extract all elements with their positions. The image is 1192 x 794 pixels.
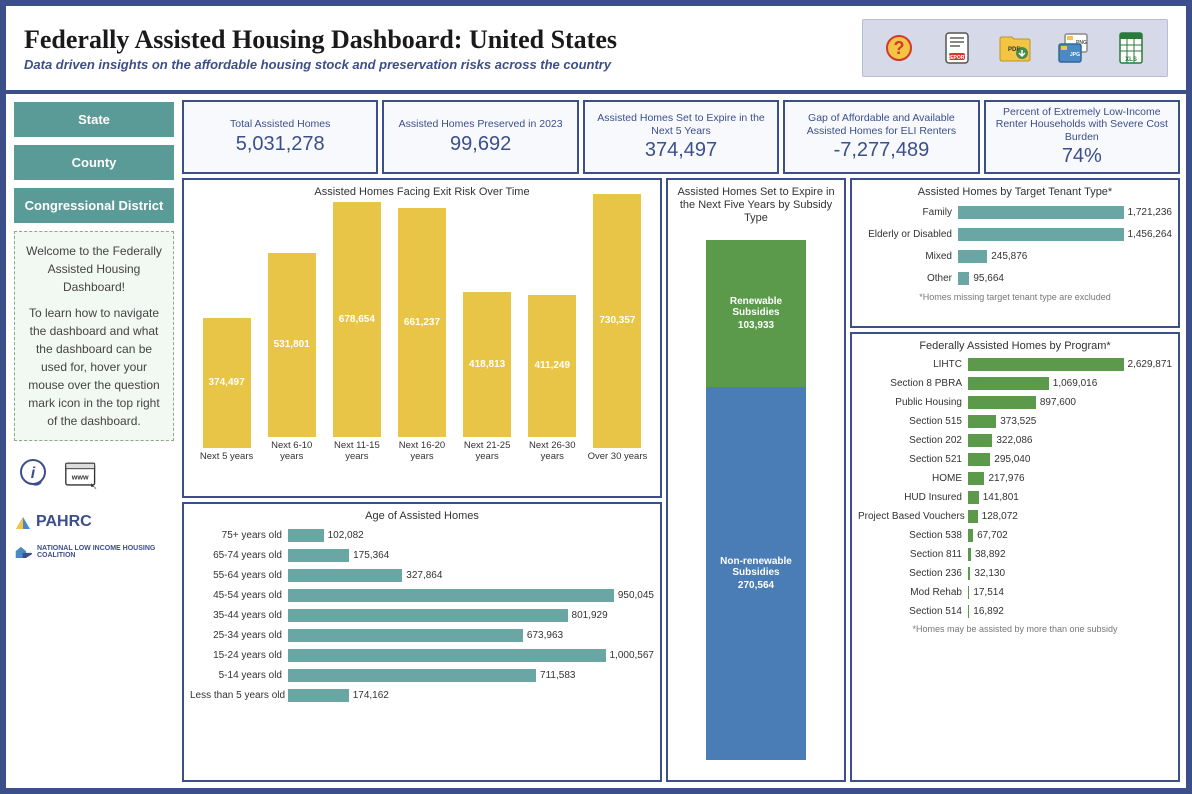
header: Federally Assisted Housing Dashboard: Un… bbox=[6, 6, 1186, 94]
report-icon[interactable]: REPORT bbox=[939, 30, 975, 66]
hbar-row: HUD Insured141,801 bbox=[858, 489, 1172, 506]
hbar-row: Elderly or Disabled1,456,264 bbox=[858, 224, 1172, 244]
exit-risk-bar: 531,801Next 6-10 years bbox=[259, 253, 324, 462]
age-chart: 75+ years old102,082 65-74 years old175,3… bbox=[190, 526, 654, 704]
hbar-row: 65-74 years old175,364 bbox=[190, 546, 654, 564]
exit-risk-bar: 661,237Next 16-20 years bbox=[389, 208, 454, 462]
image-icon[interactable]: PNGJPG bbox=[1055, 30, 1091, 66]
www-icon[interactable]: www bbox=[64, 457, 100, 493]
xls-icon[interactable]: XLS bbox=[1113, 30, 1149, 66]
hbar-row: 45-54 years old950,045 bbox=[190, 586, 654, 604]
hbar-row: 55-64 years old327,864 bbox=[190, 566, 654, 584]
kpi-gap: Gap of Affordable and Available Assisted… bbox=[783, 100, 979, 174]
exit-risk-chart: 374,497Next 5 years531,801Next 6-10 year… bbox=[190, 202, 654, 462]
hbar-row: 15-24 years old1,000,567 bbox=[190, 646, 654, 664]
page-subtitle: Data driven insights on the affordable h… bbox=[24, 57, 862, 72]
subsidy-chart: Non-renewable Subsidies270,564Renewable … bbox=[706, 240, 806, 760]
hbar-row: Section 81138,892 bbox=[858, 546, 1172, 563]
hbar-row: Section 53867,702 bbox=[858, 527, 1172, 544]
nav-state-button[interactable]: State bbox=[14, 102, 174, 137]
main-content: Total Assisted Homes 5,031,278 Assisted … bbox=[182, 94, 1186, 788]
hbar-row: 75+ years old102,082 bbox=[190, 526, 654, 544]
sidebar: State County Congressional District Welc… bbox=[6, 94, 182, 788]
hbar-row: Project Based Vouchers128,072 bbox=[858, 508, 1172, 525]
exit-risk-bar: 418,813Next 21-25 years bbox=[455, 292, 520, 462]
dashboard: Federally Assisted Housing Dashboard: Un… bbox=[0, 0, 1192, 794]
welcome-box: Welcome to the Federally Assisted Housin… bbox=[14, 231, 174, 441]
hbar-row: Mixed245,876 bbox=[858, 246, 1172, 266]
nlihc-logo[interactable]: NATIONAL LOW INCOME HOUSING COALITION bbox=[14, 543, 174, 561]
hbar-row: HOME217,976 bbox=[858, 470, 1172, 487]
svg-text:i: i bbox=[31, 465, 36, 482]
pdf-icon[interactable]: PDF bbox=[997, 30, 1033, 66]
program-chart: LIHTC2,629,871 Section 8 PBRA1,069,016 Pub… bbox=[858, 356, 1172, 620]
svg-text:REPORT: REPORT bbox=[947, 55, 968, 61]
hbar-row: Section 51416,892 bbox=[858, 603, 1172, 620]
subsidy-panel: Assisted Homes Set to Expire in the Next… bbox=[666, 178, 846, 782]
page-title: Federally Assisted Housing Dashboard: Un… bbox=[24, 25, 862, 55]
svg-text:www: www bbox=[71, 473, 89, 482]
pahrc-logo[interactable]: PAHRC bbox=[14, 513, 174, 531]
hbar-row: LIHTC2,629,871 bbox=[858, 356, 1172, 373]
hbar-row: Section 515373,525 bbox=[858, 413, 1172, 430]
nav-district-button[interactable]: Congressional District bbox=[14, 188, 174, 223]
hbar-row: Section 202322,086 bbox=[858, 432, 1172, 449]
kpi-expiring: Assisted Homes Set to Expire in the Next… bbox=[583, 100, 779, 174]
age-panel: Age of Assisted Homes 75+ years old102,0… bbox=[182, 502, 662, 782]
exit-risk-bar: 730,357Over 30 years bbox=[585, 194, 650, 462]
welcome-line2: To learn how to navigate the dashboard a… bbox=[23, 304, 165, 430]
kpi-preserved: Assisted Homes Preserved in 2023 99,692 bbox=[382, 100, 578, 174]
hbar-row: Family1,721,236 bbox=[858, 202, 1172, 222]
hbar-row: Mod Rehab17,514 bbox=[858, 584, 1172, 601]
hbar-row: Section 8 PBRA1,069,016 bbox=[858, 375, 1172, 392]
hbar-row: Section 23632,130 bbox=[858, 565, 1172, 582]
exit-risk-panel: Assisted Homes Facing Exit Risk Over Tim… bbox=[182, 178, 662, 498]
header-toolbar: ? REPORT PDF PNGJPG XLS bbox=[862, 19, 1168, 77]
hbar-row: Other95,664 bbox=[858, 268, 1172, 288]
program-footnote: *Homes may be assisted by more than one … bbox=[858, 624, 1172, 634]
program-panel: Federally Assisted Homes by Program* LIH… bbox=[850, 332, 1180, 782]
svg-text:?: ? bbox=[894, 38, 905, 58]
hbar-row: 35-44 years old801,929 bbox=[190, 606, 654, 624]
info-icon[interactable]: i bbox=[18, 457, 54, 493]
kpi-total-homes: Total Assisted Homes 5,031,278 bbox=[182, 100, 378, 174]
tenant-chart: Family1,721,236Elderly or Disabled1,456,… bbox=[858, 202, 1172, 288]
tenant-panel: Assisted Homes by Target Tenant Type* Fa… bbox=[850, 178, 1180, 328]
program-title: Federally Assisted Homes by Program* bbox=[858, 340, 1172, 352]
subsidy-segment: Non-renewable Subsidies270,564 bbox=[706, 387, 806, 759]
svg-text:PDF: PDF bbox=[1008, 47, 1020, 53]
exit-risk-bar: 411,249Next 26-30 years bbox=[520, 295, 585, 462]
kpi-cost-burden: Percent of Extremely Low-Income Renter H… bbox=[984, 100, 1180, 174]
hbar-row: 5-14 years old711,583 bbox=[190, 666, 654, 684]
exit-risk-bar: 678,654Next 11-15 years bbox=[324, 202, 389, 462]
svg-text:XLS: XLS bbox=[1125, 57, 1137, 63]
svg-text:JPG: JPG bbox=[1070, 52, 1080, 58]
age-title: Age of Assisted Homes bbox=[190, 510, 654, 522]
tenant-title: Assisted Homes by Target Tenant Type* bbox=[858, 186, 1172, 198]
hbar-row: 25-34 years old673,963 bbox=[190, 626, 654, 644]
subsidy-title: Assisted Homes Set to Expire in the Next… bbox=[674, 186, 838, 226]
subsidy-segment: Renewable Subsidies103,933 bbox=[706, 240, 806, 388]
hbar-row: Public Housing897,600 bbox=[858, 394, 1172, 411]
exit-risk-bar: 374,497Next 5 years bbox=[194, 318, 259, 462]
hbar-row: Less than 5 years old174,162 bbox=[190, 686, 654, 704]
hbar-row: Section 521295,040 bbox=[858, 451, 1172, 468]
kpi-row: Total Assisted Homes 5,031,278 Assisted … bbox=[182, 100, 1180, 174]
tenant-footnote: *Homes missing target tenant type are ex… bbox=[858, 292, 1172, 302]
nav-county-button[interactable]: County bbox=[14, 145, 174, 180]
welcome-line1: Welcome to the Federally Assisted Housin… bbox=[23, 242, 165, 296]
help-icon[interactable]: ? bbox=[881, 30, 917, 66]
